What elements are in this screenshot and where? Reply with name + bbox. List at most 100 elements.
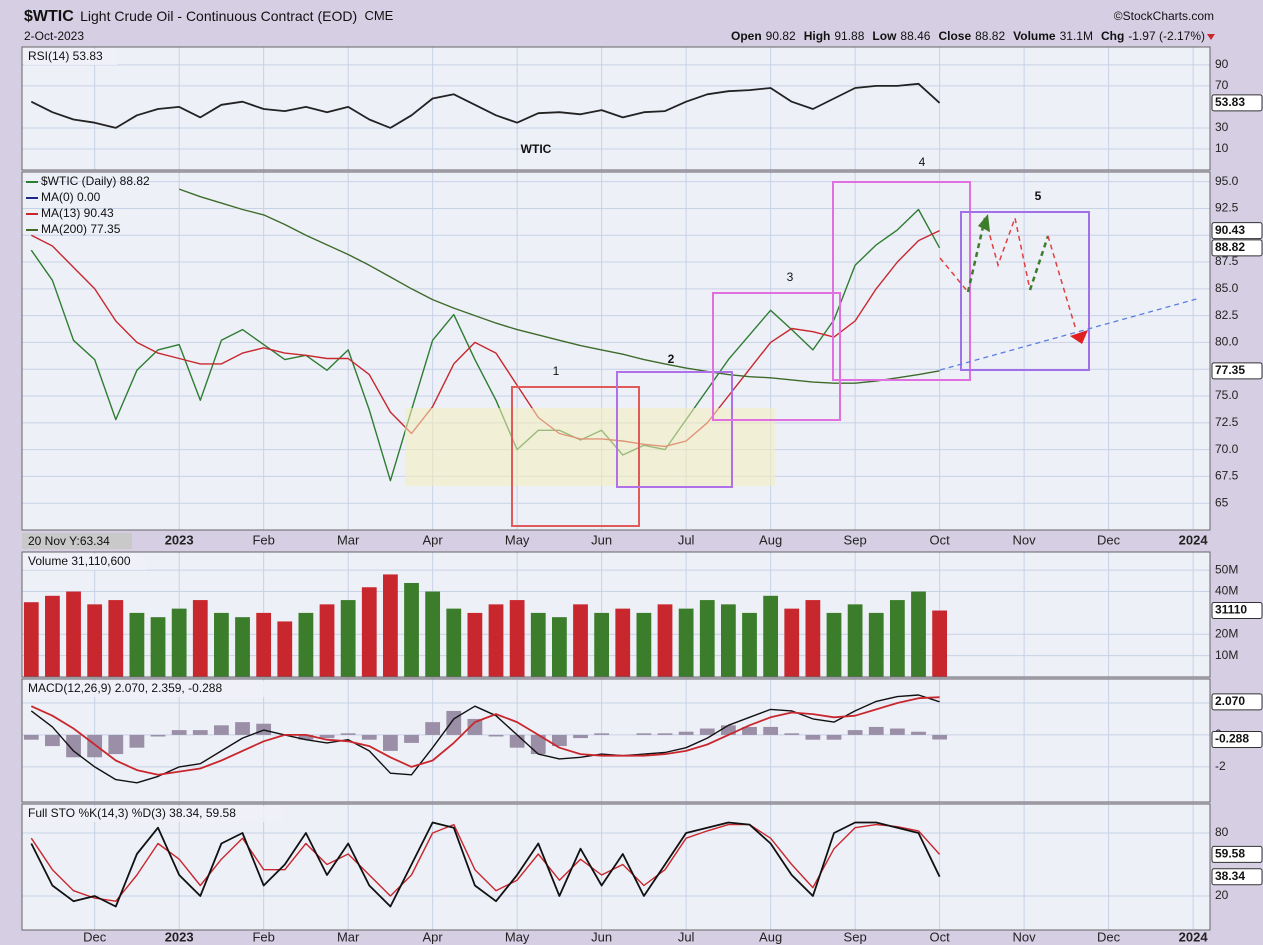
bar <box>235 722 250 735</box>
value-tag: -0.288 <box>1215 732 1249 746</box>
bar <box>66 591 81 677</box>
bar <box>530 612 546 677</box>
wave-label: 5 <box>1035 189 1042 203</box>
title-background <box>24 806 284 822</box>
value-tag: 90.43 <box>1215 223 1245 237</box>
legend-label: $WTIC (Daily) 88.82 <box>41 174 150 188</box>
value-tag: 59.58 <box>1215 847 1245 861</box>
value-tag-box <box>1211 239 1263 257</box>
bar <box>319 734 335 739</box>
bar <box>298 734 314 740</box>
x-tick-label: Sep <box>844 532 867 547</box>
quote-value: 88.82 <box>975 29 1005 43</box>
bar <box>657 604 673 677</box>
bar <box>573 734 588 739</box>
panel-title: Full STO %K(14,3) %D(3) 38.34, 59.58 <box>28 806 236 820</box>
x-tick-label: Oct <box>929 929 950 944</box>
bar <box>699 600 715 677</box>
x-tick-label: 2023 <box>165 929 194 944</box>
legend-label: MA(0) 0.00 <box>41 190 101 204</box>
bar <box>678 731 694 735</box>
bar <box>932 734 948 740</box>
plot-area <box>30 82 941 129</box>
panel: 2023 Feb Mar Apr May Jun Jul Aug Sep Oct Nov Dec 202… <box>21 171 1263 547</box>
line-series <box>30 696 940 776</box>
bar <box>805 600 821 677</box>
bar <box>763 595 779 677</box>
bar <box>129 612 145 677</box>
y-tick-label: 30 <box>1215 120 1229 134</box>
bar <box>404 734 419 743</box>
bar <box>171 730 187 735</box>
bar <box>23 734 39 740</box>
bar <box>889 728 905 735</box>
panel-border <box>21 803 1211 931</box>
bar <box>488 604 504 677</box>
line-series <box>30 821 941 908</box>
x-tick-label: Aug <box>759 929 782 944</box>
forecast-path <box>984 215 1031 291</box>
value-tag-box <box>1211 94 1263 112</box>
bar <box>551 734 567 747</box>
x-tick-label: Jul <box>678 532 695 547</box>
bar <box>889 600 905 677</box>
bar <box>847 730 863 735</box>
y-tick-label: 90 <box>1215 57 1229 71</box>
bar <box>594 612 610 677</box>
quote-value: 90.82 <box>766 29 796 43</box>
x-tick-label: Nov <box>1013 532 1037 547</box>
bar <box>742 612 757 677</box>
line-series <box>30 208 941 482</box>
forecast-arrowhead <box>1070 330 1088 344</box>
cursor-box <box>22 533 132 549</box>
quote-label: Volume <box>1013 29 1056 43</box>
plot-area <box>23 574 948 677</box>
y-tick-label: 40M <box>1215 584 1238 598</box>
bar <box>636 733 652 735</box>
bar <box>298 612 314 677</box>
x-tick-label: 2024 <box>1179 532 1209 547</box>
bar <box>847 604 863 677</box>
bar <box>699 728 715 735</box>
bar <box>404 582 419 677</box>
y-tick-label: 70.0 <box>1215 442 1239 456</box>
bar <box>657 733 673 735</box>
quote-value: -1.97 (-2.17%) <box>1128 29 1205 43</box>
bar <box>467 612 483 677</box>
quote-label: Chg <box>1101 29 1124 43</box>
x-tick-label: 2024 <box>1179 929 1209 944</box>
x-tick-label: Sep <box>844 929 867 944</box>
bar <box>214 725 229 735</box>
panel: 10 30 70 90 RSI(14) 53.83 53.83 <box>21 46 1263 171</box>
bar <box>361 734 377 740</box>
legend-label: MA(13) 90.43 <box>41 206 114 220</box>
y-tick-label: 65 <box>1215 495 1229 509</box>
y-tick-label: 50M <box>1215 562 1238 576</box>
panel-title: MACD(12,26,9) 2.070, 2.359, -0.288 <box>28 681 222 695</box>
line-series <box>30 229 940 448</box>
value-tag-box <box>1211 362 1263 380</box>
date: 2-Oct-2023 <box>24 29 84 43</box>
bar <box>235 617 250 677</box>
forecast-path <box>1028 235 1050 291</box>
bar <box>256 723 272 735</box>
chart-header: $WTIC Light Crude Oil - Continuous Contr… <box>24 8 394 26</box>
bar <box>826 734 842 740</box>
title-background <box>24 554 147 570</box>
quote-label: High <box>804 29 831 43</box>
x-tick-label: Mar <box>337 532 360 547</box>
x-tick-label: Apr <box>423 532 444 547</box>
bar <box>446 608 462 677</box>
panel: -202MACD(12,26,9) 2.070, 2.359, -0.2882.… <box>21 678 1263 803</box>
wave-box <box>712 292 841 421</box>
y-tick-label: 80.0 <box>1215 335 1239 349</box>
bar <box>340 600 356 677</box>
value-tag-box <box>1211 845 1263 863</box>
wave-label: 4 <box>919 155 926 169</box>
symbol: $WTIC <box>24 8 74 25</box>
bar <box>742 726 757 735</box>
y-tick-label: 87.5 <box>1215 254 1239 268</box>
x-tick-label: Feb <box>252 532 274 547</box>
bar <box>129 734 145 748</box>
